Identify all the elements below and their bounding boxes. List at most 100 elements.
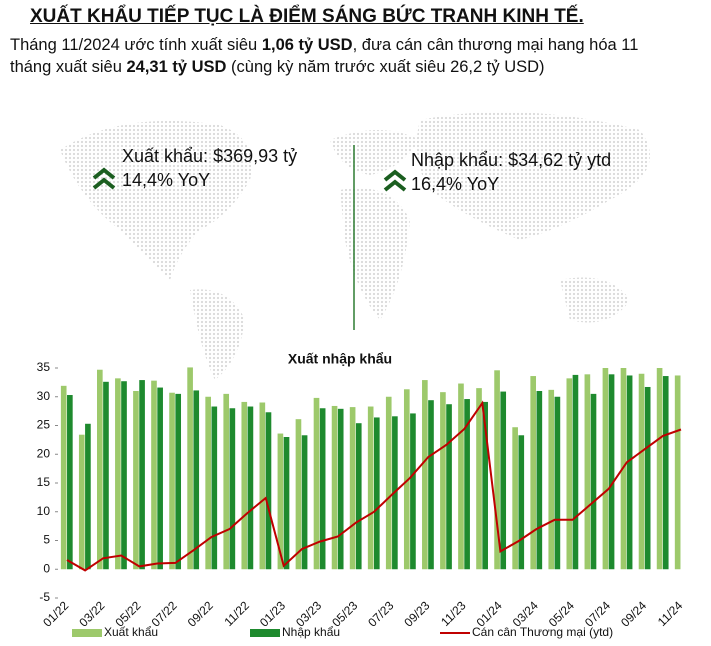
bar xyxy=(259,402,266,570)
bar xyxy=(157,387,163,570)
stat-change: 14,4% YoY xyxy=(122,170,210,190)
bar xyxy=(331,405,338,570)
bar xyxy=(367,406,374,570)
y-tick-label: 0 xyxy=(43,561,50,575)
line xyxy=(66,400,682,572)
title: XUẤT KHẨU TIẾP TỤC LÀ ĐIỂM SÁNG BỨC TRAN… xyxy=(30,6,584,27)
summary: Tháng 11/2024 ước tính xuất siêu 1,06 tỷ… xyxy=(10,34,682,78)
bar xyxy=(446,404,452,570)
bar xyxy=(85,423,91,570)
stat-change: 16,4% YoY xyxy=(411,174,499,194)
bar xyxy=(337,408,344,570)
stat-label: Nhập khẩu: $34,62 tỷ ytd xyxy=(411,150,611,170)
summary-text: 1,06 tỷ USD xyxy=(261,36,353,54)
bar xyxy=(512,427,518,570)
bar xyxy=(205,396,211,570)
x-tick-label: 11/24 xyxy=(655,598,686,629)
bar xyxy=(590,393,597,570)
bar xyxy=(494,370,500,570)
bar xyxy=(169,392,175,570)
bar xyxy=(374,417,380,570)
chart-title: Xuất nhập khẩu xyxy=(288,351,392,367)
stat-label: Xuất khẩu: $369,93 tỷ xyxy=(122,146,297,166)
x-tick-label: 07/23 xyxy=(365,598,396,629)
legend-swatch xyxy=(72,629,102,637)
bar xyxy=(121,381,127,570)
bar xyxy=(247,406,254,570)
y-tick-label: 5 xyxy=(43,533,50,547)
bar xyxy=(482,401,488,570)
bar xyxy=(518,435,525,570)
x-tick-label: 09/23 xyxy=(401,598,432,629)
bar xyxy=(410,413,416,570)
bar xyxy=(464,399,470,570)
x-tick-label: 09/24 xyxy=(618,598,649,629)
bar xyxy=(193,390,200,570)
bar xyxy=(572,374,579,570)
bar xyxy=(602,368,609,570)
y-tick-label: 30 xyxy=(37,389,51,403)
bar xyxy=(548,389,555,570)
x-tick-label: 09/22 xyxy=(185,598,216,629)
bar xyxy=(151,380,157,570)
bar xyxy=(656,368,663,570)
summary-text: 24,31 tỷ USD xyxy=(126,58,227,76)
bar xyxy=(566,378,573,570)
bar xyxy=(133,391,139,570)
bar xyxy=(223,393,230,570)
bar xyxy=(626,375,633,570)
up-icon xyxy=(92,167,407,192)
y-tick-label: 35 xyxy=(37,360,51,374)
summary-text: (cùng kỳ năm trước xuất siêu 26,2 tỷ USD… xyxy=(226,58,545,76)
bar xyxy=(403,389,410,570)
bar xyxy=(476,388,482,570)
bar xyxy=(500,391,507,570)
bar xyxy=(229,408,236,570)
summary-text: , đưa cán cân thương mại hang hóa 11 thá… xyxy=(10,36,639,76)
bar xyxy=(644,386,651,570)
legend-swatch xyxy=(250,629,280,637)
y-tick-label: 20 xyxy=(37,446,51,460)
bar xyxy=(97,369,103,570)
bar xyxy=(349,407,356,570)
bar xyxy=(187,367,193,570)
bar xyxy=(530,376,537,570)
x-tick-label: 11/22 xyxy=(221,598,252,629)
bar xyxy=(638,373,645,570)
bar xyxy=(674,375,681,570)
bar xyxy=(78,434,85,570)
bar xyxy=(440,392,446,570)
bar xyxy=(301,435,308,570)
bar xyxy=(277,433,284,570)
bar xyxy=(422,380,428,570)
y-tick-label: 25 xyxy=(37,418,51,432)
bar xyxy=(662,376,669,570)
summary-text: Tháng 11/2024 ước tính xuất siêu xyxy=(10,36,262,54)
bar xyxy=(458,383,464,570)
bar xyxy=(554,396,561,570)
bar xyxy=(103,381,109,570)
bar xyxy=(313,397,320,570)
bar xyxy=(319,408,326,570)
bar xyxy=(67,395,73,570)
y-tick-label: -5 xyxy=(39,590,50,604)
bar xyxy=(241,401,248,570)
bar xyxy=(295,419,302,570)
bar xyxy=(283,437,290,570)
x-tick-label: 11/23 xyxy=(438,598,469,629)
legend-label: Xuất khẩu xyxy=(104,625,158,639)
bar xyxy=(265,412,272,570)
legend-label: Cán cân Thương mại (ytd) xyxy=(472,625,613,639)
bar xyxy=(608,374,615,570)
bar xyxy=(584,374,591,570)
bar xyxy=(211,406,218,570)
bar xyxy=(60,385,67,570)
y-tick-label: 15 xyxy=(37,475,51,489)
bar xyxy=(355,423,362,570)
bar xyxy=(428,400,434,570)
bar xyxy=(139,380,145,570)
bar xyxy=(115,378,121,570)
world-map xyxy=(60,112,650,380)
